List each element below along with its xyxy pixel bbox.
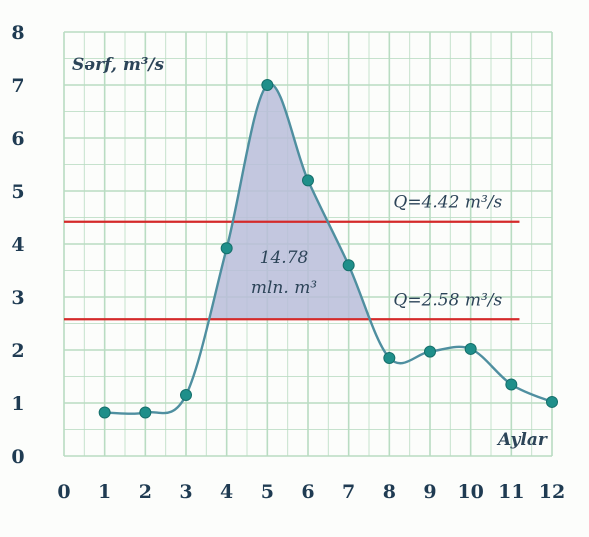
x-tick-label: 6 [301, 481, 314, 503]
x-tick-label: 12 [539, 481, 565, 503]
x-axis-label: Aylar [496, 430, 548, 450]
y-tick-label: 0 [11, 446, 24, 468]
x-tick-label: 0 [57, 481, 70, 503]
reference-lines: Q=4.42 m³/s Q=2.58 m³/s [64, 193, 520, 321]
data-point [505, 378, 518, 391]
y-tick-label: 6 [11, 128, 24, 150]
y-tick-label: 7 [11, 75, 24, 97]
data-point [261, 79, 274, 91]
data-point [546, 395, 558, 408]
x-tick-label: 9 [423, 481, 436, 503]
markers [98, 79, 558, 419]
data-point [383, 351, 396, 364]
y-tick-label: 5 [11, 181, 24, 203]
x-tick-label: 7 [342, 481, 355, 503]
data-point [180, 389, 192, 402]
x-tick-label: 5 [261, 481, 274, 503]
x-tick-label: 1 [98, 481, 111, 503]
x-tick-label: 3 [179, 481, 192, 503]
data-point [464, 342, 477, 355]
labels: Sərf, m³/s Aylar 14.78 mln. m³ [72, 55, 548, 450]
y-tick-label: 2 [11, 340, 24, 362]
area-value-label: 14.78 [260, 248, 309, 268]
area-unit-label: mln. m³ [251, 278, 317, 298]
y-tick-label: 4 [11, 234, 24, 256]
data-point [302, 174, 314, 187]
x-tick-label: 11 [498, 481, 524, 503]
data-point [220, 242, 233, 255]
data-point [98, 406, 111, 419]
y-tick-label: 3 [11, 287, 24, 309]
y-tick-label: 1 [11, 393, 24, 415]
data-point [342, 259, 355, 272]
y-axis-label: Sərf, m³/s [72, 55, 164, 75]
y-tick-label: 8 [11, 22, 24, 44]
x-tick-label: 10 [457, 481, 483, 503]
reference-line-label: Q=2.58 m³/s [393, 290, 502, 310]
x-tick-label: 2 [139, 481, 152, 503]
data-point [424, 345, 436, 358]
reference-line-label: Q=4.42 m³/s [393, 193, 502, 213]
data-point [139, 406, 152, 419]
x-tick-label: 4 [220, 481, 233, 503]
x-tick-label: 8 [383, 481, 396, 503]
